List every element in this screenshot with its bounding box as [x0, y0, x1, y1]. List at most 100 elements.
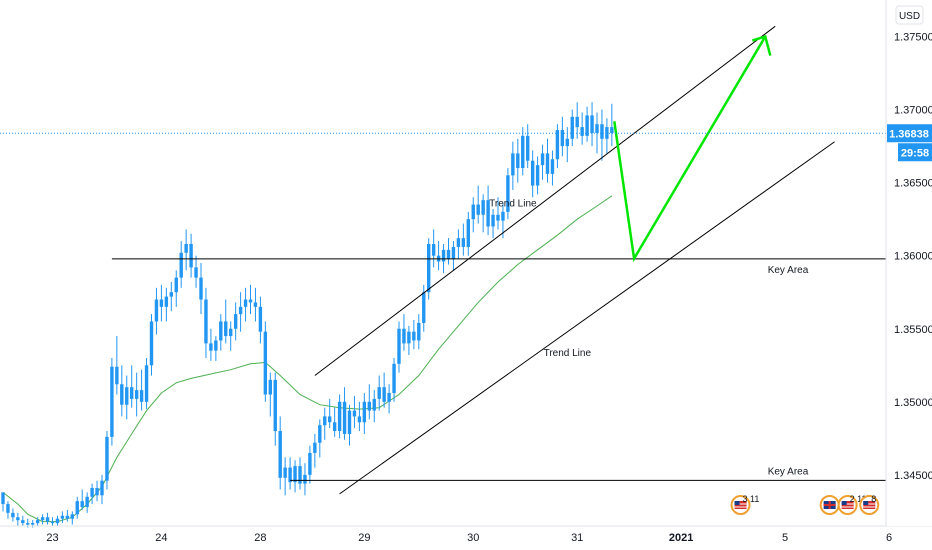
candle[interactable]	[243, 287, 248, 322]
candle[interactable]	[204, 287, 208, 358]
candle[interactable]	[278, 416, 282, 490]
candle[interactable]	[313, 433, 317, 468]
candle[interactable]	[273, 372, 277, 446]
candle[interactable]	[199, 263, 203, 315]
candle[interactable]	[164, 287, 169, 322]
candle[interactable]	[115, 336, 119, 395]
candle[interactable]	[263, 321, 268, 402]
economic-event-marker[interactable]: 2 11	[819, 494, 867, 515]
candle[interactable]	[412, 319, 416, 350]
candle[interactable]	[248, 284, 253, 315]
candle[interactable]	[387, 384, 391, 414]
candle[interactable]	[337, 394, 342, 439]
candle[interactable]	[283, 457, 287, 496]
candle[interactable]	[149, 314, 154, 376]
economic-event-marker[interactable]: 8	[859, 494, 880, 515]
candle[interactable]	[189, 233, 193, 278]
candle[interactable]	[224, 299, 228, 344]
candle[interactable]	[75, 496, 79, 519]
currency-label[interactable]: USD	[895, 5, 924, 25]
candle[interactable]	[134, 372, 139, 417]
candle[interactable]	[6, 501, 10, 519]
upper-trend-line[interactable]	[314, 25, 776, 376]
candle[interactable]	[85, 492, 89, 513]
candle[interactable]	[214, 336, 218, 361]
candle[interactable]	[496, 197, 500, 230]
candle[interactable]	[40, 514, 45, 525]
candle[interactable]	[332, 407, 337, 437]
candle[interactable]	[233, 302, 238, 341]
candle[interactable]	[100, 474, 104, 505]
candle[interactable]	[90, 483, 94, 505]
candle[interactable]	[585, 106, 589, 142]
candle[interactable]	[511, 141, 515, 190]
projection-path[interactable]	[613, 35, 767, 263]
candle[interactable]	[516, 138, 520, 183]
candle[interactable]	[545, 138, 550, 183]
candle[interactable]	[397, 321, 401, 373]
candle[interactable]	[80, 489, 84, 510]
candle[interactable]	[481, 194, 485, 233]
candle[interactable]	[347, 404, 352, 446]
candle[interactable]	[70, 511, 74, 525]
candle[interactable]	[451, 241, 456, 271]
candle[interactable]	[303, 463, 307, 496]
candle[interactable]	[308, 445, 312, 484]
candle[interactable]	[65, 509, 70, 522]
candle[interactable]	[476, 185, 480, 224]
candle[interactable]	[506, 168, 510, 220]
candle[interactable]	[209, 328, 213, 361]
candle[interactable]	[560, 116, 565, 157]
candle[interactable]	[144, 357, 149, 410]
candle[interactable]	[95, 480, 99, 502]
candle[interactable]	[323, 407, 327, 440]
candle[interactable]	[466, 211, 470, 256]
candle[interactable]	[521, 127, 525, 176]
candle[interactable]	[362, 393, 367, 434]
candle[interactable]	[55, 515, 60, 526]
candle[interactable]	[526, 124, 530, 169]
candle[interactable]	[194, 255, 198, 288]
candle[interactable]	[402, 314, 406, 351]
candle[interactable]	[288, 457, 292, 490]
candle[interactable]	[35, 517, 40, 526]
economic-event-marker[interactable]: 3 11	[730, 494, 760, 515]
candle[interactable]	[328, 398, 332, 429]
candle[interactable]	[219, 314, 223, 351]
candle[interactable]	[169, 281, 173, 312]
candle[interactable]	[575, 102, 579, 139]
candle[interactable]	[352, 395, 357, 429]
candle[interactable]	[130, 365, 134, 408]
candle[interactable]	[342, 387, 347, 440]
candle[interactable]	[555, 124, 560, 169]
candle[interactable]	[377, 375, 381, 411]
candle[interactable]	[105, 431, 109, 490]
candle[interactable]	[16, 512, 20, 526]
candle[interactable]	[60, 511, 65, 524]
candle[interactable]	[110, 357, 114, 446]
candle[interactable]	[600, 109, 604, 161]
last-price-badge[interactable]	[887, 124, 932, 143]
candle[interactable]	[293, 460, 297, 493]
candle[interactable]	[367, 384, 371, 420]
candle[interactable]	[229, 321, 233, 351]
candle[interactable]	[357, 401, 362, 432]
lower-trend-line[interactable]	[339, 141, 835, 495]
candle[interactable]	[318, 419, 322, 458]
candle[interactable]	[258, 296, 263, 344]
candle[interactable]	[550, 150, 555, 186]
candle[interactable]	[461, 223, 466, 256]
candle[interactable]	[184, 229, 188, 271]
candle[interactable]	[456, 229, 461, 259]
candle[interactable]	[486, 185, 490, 236]
candle[interactable]	[535, 156, 540, 195]
candle[interactable]	[154, 287, 159, 335]
candle[interactable]	[530, 150, 535, 198]
candle[interactable]	[253, 287, 258, 322]
candle[interactable]	[238, 292, 243, 332]
candle[interactable]	[431, 229, 436, 268]
candle[interactable]	[159, 284, 164, 322]
candle[interactable]	[45, 512, 50, 525]
candle[interactable]	[1, 492, 5, 512]
